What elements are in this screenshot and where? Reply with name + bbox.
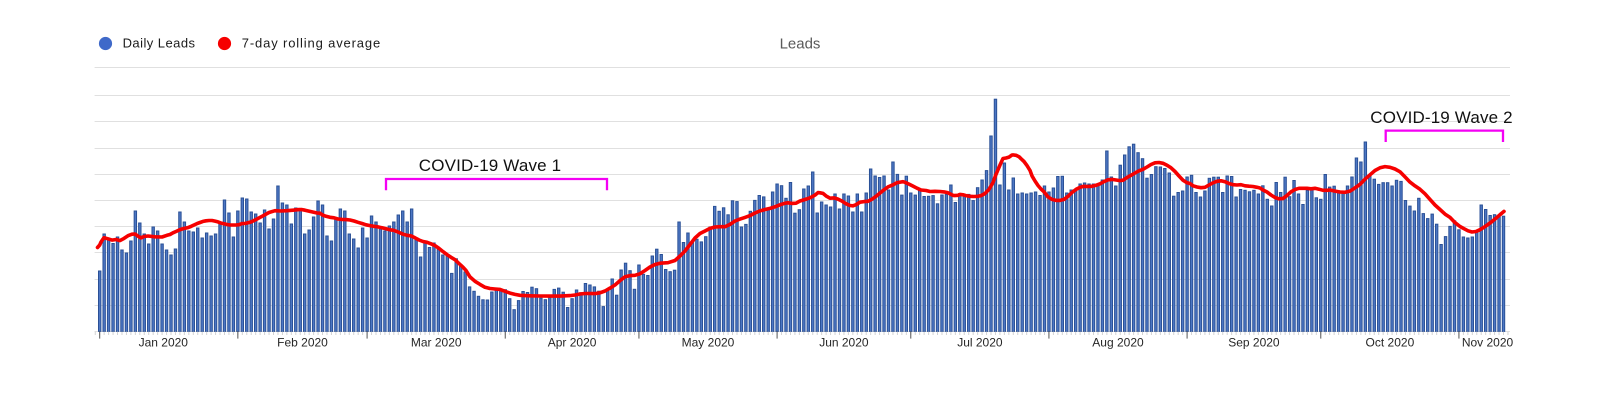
- svg-text:COVID-19 Wave 2: COVID-19 Wave 2: [1370, 108, 1512, 127]
- svg-text:Nov 2020: Nov 2020: [1462, 335, 1514, 349]
- svg-text:Leads: Leads: [780, 36, 821, 53]
- svg-text:Jan 2020: Jan 2020: [139, 335, 189, 349]
- svg-text:Feb 2020: Feb 2020: [277, 335, 328, 349]
- svg-text:Mar 2020: Mar 2020: [411, 335, 462, 349]
- svg-text:COVID-19 Wave 1: COVID-19 Wave 1: [419, 156, 561, 175]
- svg-text:May 2020: May 2020: [682, 335, 735, 349]
- svg-text:Jul 2020: Jul 2020: [957, 335, 1003, 349]
- svg-text:Apr 2020: Apr 2020: [548, 335, 597, 349]
- svg-text:Daily Leads: Daily Leads: [123, 36, 196, 51]
- svg-text:Jun 2020: Jun 2020: [819, 335, 869, 349]
- svg-text:Sep 2020: Sep 2020: [1228, 335, 1280, 349]
- svg-text:Oct 2020: Oct 2020: [1366, 335, 1415, 349]
- svg-text:Aug 2020: Aug 2020: [1092, 335, 1144, 349]
- svg-text:7-day rolling average: 7-day rolling average: [242, 36, 381, 51]
